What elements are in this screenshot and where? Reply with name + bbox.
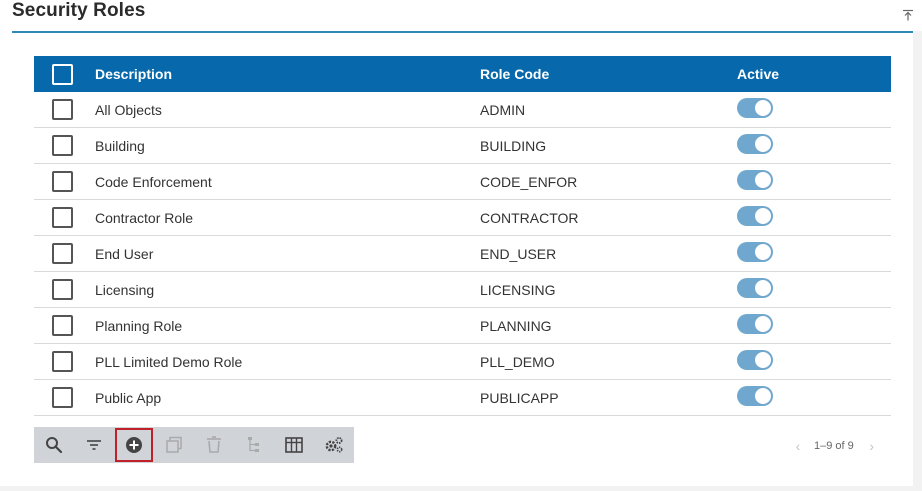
title-divider	[12, 31, 913, 33]
table-row[interactable]: Code Enforcement CODE_ENFOR	[34, 164, 891, 200]
column-header-role-code[interactable]: Role Code	[480, 66, 550, 82]
add-circle-icon	[126, 437, 142, 453]
role-code: LICENSING	[480, 281, 556, 298]
security-roles-grid: Description Role Code Active All Objects…	[34, 56, 891, 416]
delete-icon	[207, 436, 221, 453]
column-header-active[interactable]: Active	[737, 66, 780, 82]
settings-button[interactable]	[314, 427, 354, 463]
next-page-icon[interactable]: ›	[869, 438, 875, 454]
row-checkbox[interactable]	[52, 387, 73, 408]
pagination: ‹ 1–9 of 9 ›	[790, 436, 880, 456]
role-code: ADMIN	[480, 101, 526, 118]
column-header-description[interactable]: Description	[95, 66, 173, 82]
grid-header-row: Description Role Code Active	[34, 56, 891, 92]
columns-button[interactable]	[274, 427, 314, 463]
search-icon	[46, 437, 63, 454]
role-description: End User	[95, 245, 154, 262]
search-button[interactable]	[34, 427, 74, 463]
table-row[interactable]: Contractor Role CONTRACTOR	[34, 200, 891, 236]
page-gutter	[913, 31, 922, 491]
role-description: Building	[95, 137, 145, 154]
table-row[interactable]: Planning Role PLANNING	[34, 308, 891, 344]
row-checkbox[interactable]	[52, 351, 73, 372]
collapse-panel-icon[interactable]	[902, 8, 914, 21]
hierarchy-icon	[248, 437, 259, 452]
row-checkbox[interactable]	[52, 243, 73, 264]
grid-toolbar	[34, 427, 354, 463]
row-checkbox[interactable]	[52, 99, 73, 120]
page-title: Security Roles	[12, 0, 146, 21]
role-description: Planning Role	[95, 317, 183, 334]
table-row[interactable]: Building BUILDING	[34, 128, 891, 164]
role-description: PLL Limited Demo Role	[95, 353, 243, 370]
active-toggle[interactable]	[737, 386, 773, 406]
copy-icon	[166, 436, 182, 453]
active-toggle[interactable]	[737, 98, 773, 118]
role-code: END_USER	[480, 245, 557, 262]
role-code: PLL_DEMO	[480, 353, 555, 370]
active-toggle[interactable]	[737, 206, 773, 226]
filter-button[interactable]	[74, 427, 114, 463]
copy-button[interactable]	[154, 427, 194, 463]
role-code: CONTRACTOR	[480, 209, 579, 226]
role-description: Contractor Role	[95, 209, 194, 226]
previous-page-icon[interactable]: ‹	[795, 438, 801, 454]
role-description: Code Enforcement	[95, 173, 212, 190]
hierarchy-button[interactable]	[234, 427, 274, 463]
settings-gears-icon	[325, 437, 343, 453]
table-columns-icon	[285, 437, 303, 453]
page-range: 1–9 of 9	[814, 440, 854, 452]
table-row[interactable]: Public App PUBLICAPP	[34, 380, 891, 416]
delete-button[interactable]	[194, 427, 234, 463]
grid-body: All Objects ADMIN Building BUILDING Code Enf…	[34, 92, 891, 416]
table-row[interactable]: End User END_USER	[34, 236, 891, 272]
page-footer-gutter	[0, 486, 922, 491]
role-description: Licensing	[95, 281, 155, 298]
table-row[interactable]: Licensing LICENSING	[34, 272, 891, 308]
active-toggle[interactable]	[737, 170, 773, 190]
table-row[interactable]: PLL Limited Demo Role PLL_DEMO	[34, 344, 891, 380]
role-description: Public App	[95, 389, 162, 406]
filter-icon	[87, 440, 101, 450]
active-toggle[interactable]	[737, 278, 773, 298]
active-toggle[interactable]	[737, 242, 773, 262]
role-description: All Objects	[95, 101, 162, 118]
table-row[interactable]: All Objects ADMIN	[34, 92, 891, 128]
row-checkbox[interactable]	[52, 171, 73, 192]
role-code: CODE_ENFOR	[480, 173, 578, 190]
select-all-checkbox[interactable]	[52, 63, 73, 85]
row-checkbox[interactable]	[52, 315, 73, 336]
active-toggle[interactable]	[737, 134, 773, 154]
row-checkbox[interactable]	[52, 279, 73, 300]
active-toggle[interactable]	[737, 314, 773, 334]
role-code: PUBLICAPP	[480, 389, 559, 406]
row-checkbox[interactable]	[52, 135, 73, 156]
row-checkbox[interactable]	[52, 207, 73, 228]
active-toggle[interactable]	[737, 350, 773, 370]
add-button[interactable]	[114, 427, 154, 463]
role-code: BUILDING	[480, 137, 547, 154]
role-code: PLANNING	[480, 317, 552, 334]
